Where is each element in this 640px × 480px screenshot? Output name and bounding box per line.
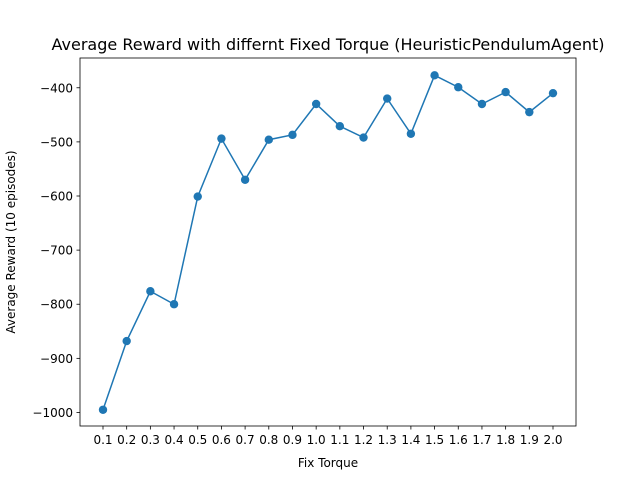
x-tick-label: 2.0 bbox=[543, 433, 562, 447]
series-line bbox=[102, 74, 554, 411]
data-point bbox=[98, 405, 108, 414]
x-tick-label: 0.1 bbox=[93, 433, 112, 447]
x-tick-label: 0.5 bbox=[188, 433, 207, 447]
x-tick-label: 1.9 bbox=[520, 433, 539, 447]
y-tick-label: −1000 bbox=[32, 406, 73, 420]
data-point bbox=[525, 107, 534, 117]
data-point bbox=[146, 287, 155, 296]
data-point bbox=[383, 94, 392, 103]
data-point bbox=[406, 129, 416, 138]
y-tick-label: −500 bbox=[40, 135, 73, 149]
x-axis-label: Fix Torque bbox=[298, 456, 358, 470]
x-tick-label: 1.1 bbox=[330, 433, 349, 447]
data-point bbox=[169, 300, 179, 309]
data-point bbox=[122, 336, 131, 346]
data-point bbox=[430, 71, 439, 80]
data-point bbox=[217, 134, 226, 143]
x-tick-label: 1.7 bbox=[472, 433, 491, 447]
x-tick-label: 0.6 bbox=[212, 433, 231, 447]
y-tick-label: −900 bbox=[40, 352, 73, 366]
data-point bbox=[193, 192, 202, 201]
x-tick-label: 1.5 bbox=[425, 433, 444, 447]
data-point bbox=[359, 133, 368, 142]
y-tick-label: −800 bbox=[40, 298, 73, 312]
plot-frame bbox=[79, 57, 577, 427]
y-tick-label: −700 bbox=[40, 244, 73, 258]
data-point bbox=[548, 88, 558, 98]
data-point bbox=[335, 121, 345, 131]
y-tick-label: −600 bbox=[40, 190, 73, 204]
data-point bbox=[264, 135, 273, 144]
x-tick-label: 0.8 bbox=[259, 433, 278, 447]
data-point bbox=[477, 99, 487, 109]
x-tick-label: 0.3 bbox=[141, 433, 160, 447]
data-point bbox=[454, 83, 463, 92]
data-point bbox=[501, 87, 510, 97]
y-axis-label: Average Reward (10 episodes) bbox=[4, 150, 18, 333]
y-tick-label: −400 bbox=[40, 81, 73, 95]
x-tick-label: 1.2 bbox=[354, 433, 373, 447]
x-tick-label: 1.3 bbox=[378, 433, 397, 447]
x-tick-label: 1.6 bbox=[449, 433, 468, 447]
x-tick-label: 0.4 bbox=[165, 433, 184, 447]
data-point bbox=[311, 99, 321, 109]
data-point bbox=[240, 175, 250, 184]
x-tick-label: 1.0 bbox=[307, 433, 326, 447]
y-axis-ticks: −1000 −900 −800 −700 −600 −500 −400 bbox=[32, 81, 80, 420]
x-tick-label: 1.4 bbox=[401, 433, 420, 447]
x-tick-label: 1.8 bbox=[496, 433, 515, 447]
x-tick-label: 0.2 bbox=[117, 433, 136, 447]
chart-title: Average Reward with differnt Fixed Torqu… bbox=[52, 35, 605, 54]
x-tick-label: 0.9 bbox=[283, 433, 302, 447]
x-axis-ticks: 0.1 0.2 0.3 0.4 0.5 0.6 0.7 0.8 0.9 1.0 1.1 1.2 1.3 1… bbox=[93, 426, 563, 447]
series-group bbox=[98, 71, 558, 414]
x-tick-label: 0.7 bbox=[236, 433, 255, 447]
data-point bbox=[288, 130, 297, 140]
